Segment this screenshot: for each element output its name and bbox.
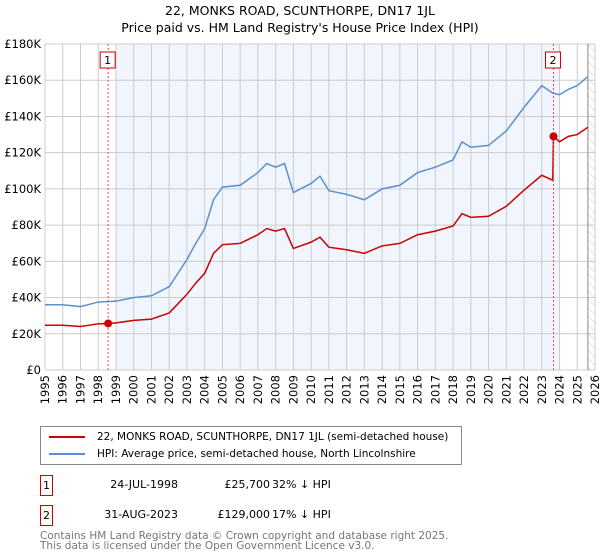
x-tick-label: 1998: [91, 375, 105, 404]
sale-row: 1 24-JUL-1998 £25,700 32% ↓ HPI: [40, 475, 600, 496]
legend-swatch-property: [49, 436, 85, 438]
y-tick-label: £140K: [4, 109, 41, 123]
legend-label-hpi: HPI: Average price, semi-detached house,…: [97, 448, 416, 460]
y-tick-label: £60K: [12, 254, 42, 268]
x-tick-label: 2005: [215, 375, 229, 404]
x-tick-label: 2026: [588, 375, 600, 404]
x-tick-label: 1997: [73, 375, 87, 404]
chart-title: 22, MONKS ROAD, SCUNTHORPE, DN17 1JL: [165, 3, 435, 18]
footer-licence: This data is licensed under the Open Gov…: [40, 540, 375, 552]
x-tick-label: 2021: [499, 375, 513, 404]
x-tick-label: 2010: [304, 375, 318, 404]
sale-row: 2 31-AUG-2023 £129,000 17% ↓ HPI: [40, 505, 600, 526]
x-tick-label: 2023: [535, 375, 549, 404]
sale-price: £129,000: [217, 508, 271, 521]
x-tick-label: 2007: [251, 375, 265, 404]
legend: 22, MONKS ROAD, SCUNTHORPE, DN17 1JL (se…: [40, 426, 462, 465]
y-tick-label: £120K: [4, 146, 41, 160]
chart-subtitle: Price paid vs. HM Land Registry's House …: [121, 20, 479, 35]
legend-label-property: 22, MONKS ROAD, SCUNTHORPE, DN17 1JL (se…: [97, 431, 449, 443]
x-tick-label: 2014: [375, 375, 389, 404]
sale-point: [549, 132, 558, 141]
x-tick-label: 2004: [198, 375, 212, 404]
x-tick-label: 2003: [180, 375, 194, 404]
shaded-period: [115, 44, 560, 370]
sale-label-box: [99, 51, 116, 69]
x-tick-label: 2020: [482, 375, 496, 404]
sale-point: [104, 319, 113, 328]
x-tick-label: 2018: [446, 375, 460, 404]
x-tick-label: 2022: [517, 375, 531, 404]
x-tick-label: 1995: [38, 375, 52, 404]
sale-badge: 1: [40, 475, 53, 496]
x-tick-label: 2025: [570, 375, 584, 404]
x-tick-label: 2002: [162, 375, 176, 404]
x-tick-label: 1996: [56, 375, 70, 404]
y-tick-label: £40K: [12, 291, 42, 305]
y-tick-label: £100K: [4, 182, 41, 196]
y-tick-label: £0: [26, 363, 41, 377]
sale-label: 1: [104, 54, 111, 67]
property-price-line: [45, 126, 589, 328]
forecast-hatch: [587, 44, 595, 370]
x-tick-label: 2011: [322, 375, 336, 404]
x-tick-label: 2000: [127, 375, 141, 404]
sale-hpi-diff: 17% ↓ HPI: [272, 508, 331, 521]
sale-badge: 2: [40, 505, 53, 526]
sale-label-box: [544, 51, 561, 69]
x-tick-label: 2019: [464, 375, 478, 404]
price-chart: 1995 1996 1997 1998 1999 2000 2001 2002 2003 2004…: [4, 37, 600, 404]
x-tick-label: 1999: [109, 375, 123, 404]
y-tick-label: £160K: [4, 73, 41, 87]
x-tick-label: 2001: [144, 375, 158, 404]
sale-price: £25,700: [224, 478, 271, 491]
x-tick-label: 2024: [553, 375, 567, 404]
x-tick-label: 2006: [233, 375, 247, 404]
x-tick-label: 2009: [286, 375, 300, 404]
y-tick-label: £180K: [4, 37, 41, 51]
y-tick-label: £80K: [12, 218, 42, 232]
x-tick-label: 2015: [393, 375, 407, 404]
hpi-line: [45, 76, 589, 308]
sale-hpi-diff: 32% ↓ HPI: [272, 478, 331, 491]
footer-copyright: Contains HM Land Registry data © Crown c…: [40, 530, 449, 542]
y-tick-label: £20K: [12, 327, 42, 341]
sale-date: 24-JUL-1998: [110, 478, 178, 491]
legend-swatch-hpi: [49, 453, 85, 455]
footer: Contains HM Land Registry data © Crown c…: [40, 530, 449, 552]
sale-date: 31-AUG-2023: [104, 508, 178, 521]
sale-label: 2: [549, 54, 556, 67]
x-tick-label: 2012: [340, 375, 354, 404]
x-tick-label: 2013: [357, 375, 371, 404]
x-tick-label: 2017: [428, 375, 442, 404]
x-tick-label: 2008: [269, 375, 283, 404]
x-tick-label: 2016: [411, 375, 425, 404]
